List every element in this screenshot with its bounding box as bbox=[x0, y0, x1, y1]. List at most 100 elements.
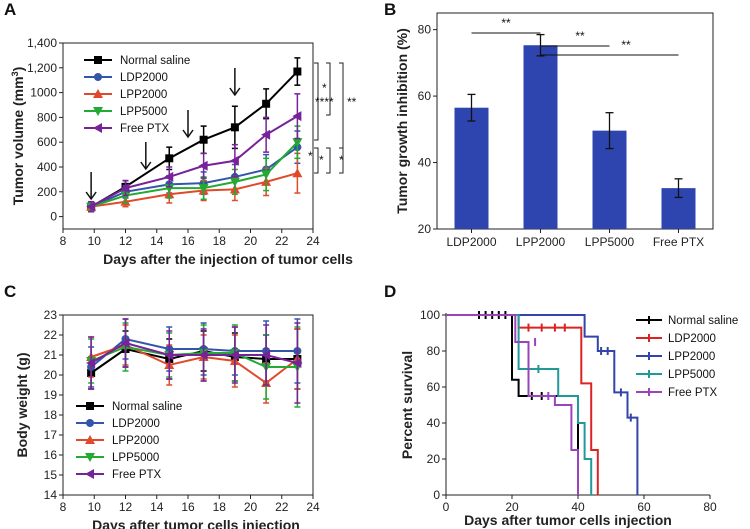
legend-marker bbox=[86, 419, 94, 427]
x-tick-label: 0 bbox=[443, 500, 450, 514]
data-point bbox=[292, 168, 303, 178]
legend-label: LPP5000 bbox=[668, 369, 715, 381]
x-tick-label: 8 bbox=[60, 500, 67, 514]
series-free-ptx bbox=[446, 314, 579, 495]
data-point bbox=[261, 170, 272, 180]
y-tick-label: 17 bbox=[44, 428, 58, 442]
significance-lines: ** ** ** bbox=[471, 16, 679, 56]
y-tick-label: 23 bbox=[44, 308, 58, 322]
y-tick-label: 20 bbox=[418, 222, 432, 236]
x-tick-label: 20 bbox=[244, 500, 258, 514]
legend-marker bbox=[93, 107, 103, 116]
significance-label: * bbox=[319, 153, 324, 167]
y-tick-label: 1000 bbox=[30, 86, 57, 100]
x-tick-label: 80 bbox=[703, 500, 717, 514]
panel-b: B 20 40 60 80 LDP2000 LPP2000 LPP5000 Free PTX Tu… bbox=[384, 0, 714, 249]
y-tick-label: 22 bbox=[44, 328, 58, 342]
y-tick-label: 100 bbox=[420, 308, 440, 322]
data-point bbox=[293, 67, 302, 76]
y-tick-label: 800 bbox=[37, 110, 57, 124]
legend-marker bbox=[93, 123, 102, 133]
bracket bbox=[314, 147, 319, 174]
y-axis-label-close: ) bbox=[10, 67, 26, 72]
survival-curve bbox=[446, 314, 579, 495]
x-tick-label: 22 bbox=[275, 234, 289, 248]
y-tick-label: 600 bbox=[37, 135, 57, 149]
legend-label: LDP2000 bbox=[112, 418, 160, 430]
y-tick-label: 200 bbox=[37, 185, 57, 199]
data-point bbox=[86, 358, 96, 368]
y-tick-label: 0 bbox=[433, 488, 440, 502]
x-tick-label: LPP2000 bbox=[516, 235, 566, 249]
legend-label: Free PTX bbox=[120, 123, 170, 135]
legend-marker bbox=[93, 89, 103, 98]
significance-label: * bbox=[339, 153, 344, 167]
legend-marker bbox=[86, 402, 94, 410]
legend-label: Normal saline bbox=[120, 55, 190, 67]
y-axis-label: Percent survival bbox=[399, 351, 415, 459]
data-point bbox=[292, 138, 303, 148]
y-tick-label: 14 bbox=[44, 488, 58, 502]
data-point bbox=[120, 183, 130, 194]
data-point bbox=[292, 111, 302, 122]
y-tick-label: 20 bbox=[44, 368, 58, 382]
legend-label: Normal saline bbox=[668, 315, 738, 327]
series-free-ptx bbox=[86, 93, 302, 213]
y-tick-label: 18 bbox=[44, 408, 58, 422]
legend-label: LDP2000 bbox=[668, 333, 716, 345]
x-tick-label: LPP5000 bbox=[585, 235, 635, 249]
y-tick-label: 0 bbox=[50, 210, 57, 224]
y-tick-label: 21 bbox=[44, 348, 58, 362]
series-lpp5000 bbox=[86, 322, 303, 408]
series-normal-saline bbox=[446, 311, 579, 495]
x-tick-label: 14 bbox=[150, 500, 164, 514]
y-tick-label: 20 bbox=[427, 452, 441, 466]
legend-label: LPP2000 bbox=[120, 89, 167, 101]
y-tick-label: 16 bbox=[44, 448, 58, 462]
x-tick-label: 22 bbox=[275, 500, 289, 514]
y-tick-label: 40 bbox=[418, 156, 432, 170]
series-lpp2000 bbox=[446, 314, 639, 495]
y-axis-label: Tumor volume (mm3) bbox=[10, 67, 26, 206]
x-tick-label: Free PTX bbox=[653, 235, 704, 249]
legend-label: LPP2000 bbox=[668, 351, 715, 363]
y-tick-label: 80 bbox=[427, 344, 441, 358]
y-tick-label: 1,400 bbox=[27, 36, 57, 50]
y-axis-label-superscript: 3 bbox=[10, 71, 20, 76]
legend-marker bbox=[85, 435, 95, 444]
significance-brackets: ***** *** * * bbox=[308, 62, 357, 174]
data-point bbox=[120, 338, 130, 348]
y-tick-label: 60 bbox=[418, 89, 432, 103]
panel-a: A 8 10 12 14 16 18 20 22 24 0 200 400 600 800 1000 1,200… bbox=[4, 0, 357, 267]
significance-label: ** bbox=[501, 16, 511, 30]
y-tick-label: 80 bbox=[418, 23, 432, 37]
injection-arrow bbox=[85, 172, 97, 201]
x-tick-label: LDP2000 bbox=[446, 235, 496, 249]
series-lpp5000 bbox=[446, 314, 593, 495]
x-tick-label: 14 bbox=[150, 234, 164, 248]
x-tick-label: 16 bbox=[181, 234, 195, 248]
bar-lpp2000 bbox=[523, 45, 558, 230]
x-tick-label: 16 bbox=[181, 500, 195, 514]
data-point bbox=[292, 358, 302, 368]
injection-arrow bbox=[140, 142, 152, 171]
x-tick-label: 12 bbox=[119, 234, 133, 248]
arrow-head bbox=[182, 129, 194, 139]
bracket bbox=[326, 147, 331, 174]
x-tick-label: 10 bbox=[88, 500, 102, 514]
arrow-head bbox=[85, 191, 97, 201]
data-point bbox=[198, 184, 209, 194]
legend-marker bbox=[85, 469, 94, 479]
data-point bbox=[198, 350, 208, 360]
legend-label: Normal saline bbox=[112, 401, 182, 413]
panel-label-d: D bbox=[384, 282, 396, 301]
series-lpp2000 bbox=[86, 152, 303, 212]
x-tick-label: 18 bbox=[213, 234, 227, 248]
x-tick-label: 20 bbox=[244, 234, 258, 248]
y-axis-label-text: Body weight (g) bbox=[14, 353, 30, 458]
y-axis-label: Tumor growth inhibition (%) bbox=[394, 28, 410, 214]
legend-marker bbox=[94, 73, 102, 81]
data-point bbox=[198, 160, 208, 171]
bracket bbox=[339, 147, 344, 174]
